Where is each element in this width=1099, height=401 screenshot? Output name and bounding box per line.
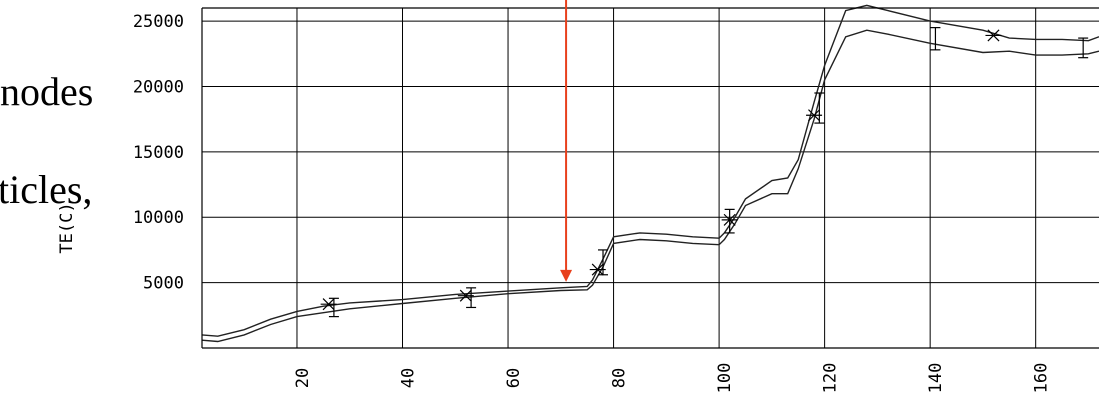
y-tick-label-20000: 20000 xyxy=(133,77,184,97)
y-tick-label-15000: 15000 xyxy=(133,143,184,163)
error-bar-5 xyxy=(814,92,825,124)
x-tick-labels: 20 40 60 80 100 120 140 160 xyxy=(293,363,1052,394)
error-bar-7 xyxy=(1078,37,1089,59)
star-markers xyxy=(320,29,1002,311)
x-tick-label-40: 40 xyxy=(399,368,419,388)
y-tick-label-10000: 10000 xyxy=(133,208,184,228)
y-tick-label-25000: 25000 xyxy=(133,12,184,32)
error-bar-3 xyxy=(598,249,609,276)
error-bar-6 xyxy=(930,27,941,51)
star-marker-6 xyxy=(985,29,1002,42)
axes xyxy=(201,7,1099,349)
x-tick-label-80: 80 xyxy=(610,368,630,388)
error-bar-1 xyxy=(328,297,339,318)
error-bars xyxy=(328,27,1089,318)
background-text-ticles: ticles, xyxy=(0,167,93,212)
star-stroke xyxy=(591,263,604,276)
star-stroke xyxy=(987,29,1000,42)
y-tick-label-5000: 5000 xyxy=(143,274,184,294)
x-tick-label-160: 160 xyxy=(1032,363,1052,394)
background-text-nodes: nodes xyxy=(0,69,94,114)
star-stroke xyxy=(808,109,821,122)
error-bar-4 xyxy=(724,208,735,234)
annotation-arrow-head xyxy=(560,269,573,282)
x-tick-label-20: 20 xyxy=(293,368,313,388)
annotation-arrow xyxy=(560,0,573,282)
star-stroke xyxy=(322,298,335,311)
x-tick-label-120: 120 xyxy=(821,363,841,394)
star-stroke xyxy=(459,289,472,302)
series-line-1 xyxy=(201,4,1099,337)
y-tick-labels: 5000 10000 15000 20000 25000 xyxy=(133,12,184,294)
x-tick-label-140: 140 xyxy=(926,363,946,394)
series-lines xyxy=(201,4,1099,343)
x-tick-label-60: 60 xyxy=(504,368,524,388)
y-axis-label: TE(C) xyxy=(57,202,77,253)
x-tick-label-100: 100 xyxy=(715,363,735,394)
grid-lines xyxy=(202,8,1099,348)
series-line-2 xyxy=(201,29,1099,343)
error-bar-2 xyxy=(466,287,477,309)
